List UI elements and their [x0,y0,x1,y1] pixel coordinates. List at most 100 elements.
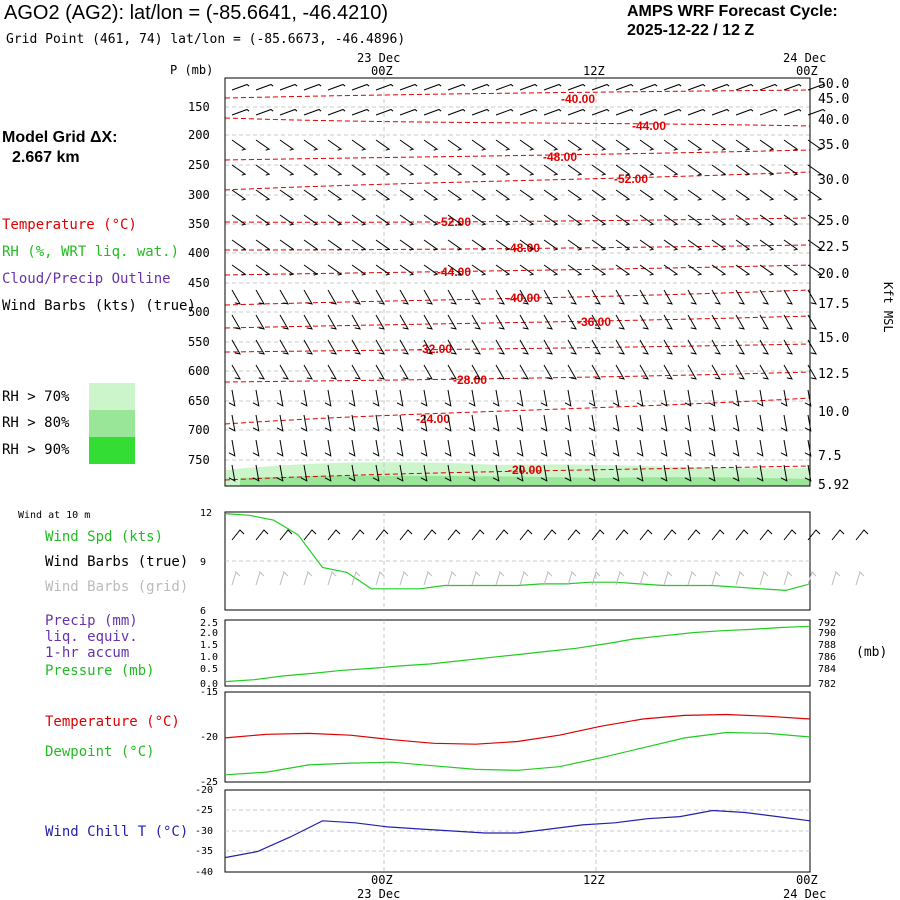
wind-barb [324,439,332,457]
wind-barb [684,464,692,482]
wind-barb [447,214,463,226]
wind-barb [516,414,524,432]
legend-wind-barbs: Wind Barbs (kts) (true) [2,298,196,314]
wind-barb [327,108,346,116]
wind-barb [303,108,322,116]
wind-barb [399,571,409,586]
wind-barb [684,414,692,432]
wind-barb [687,339,697,355]
wind-barb [687,239,703,251]
wind-barb [564,464,572,482]
wind-barb [444,389,452,407]
wind-barb [375,289,385,305]
top-time-tick: 00Z [796,64,818,78]
wind-barb [471,139,487,151]
wind-barb [759,139,775,151]
wind-barb [228,439,236,457]
wind-barb [711,314,721,330]
wind-barb [348,389,356,407]
wind-barb [276,439,284,457]
wind-barb [279,364,289,380]
temperature-label: Temperature (°C) [45,714,180,730]
temperature-contour [224,89,811,99]
wind-barb [639,239,655,251]
wind-barb [423,364,433,380]
wind-barb [783,83,802,91]
wind-barb [300,389,308,407]
wind-barb [375,529,389,541]
wind-barb [303,264,319,276]
wind-barb [591,214,607,226]
wind-barb [567,264,583,276]
wind-barb [612,439,620,457]
wind-barb [447,189,463,201]
wind-barb [615,189,631,201]
wind-barb [804,389,812,407]
top-date-label: 24 Dec [783,51,826,65]
wind-barb [540,414,548,432]
precip-tick-label: 2.5 [200,618,218,629]
legend-cloud: Cloud/Precip Outline [2,271,171,287]
wind-barb [519,239,535,251]
wind-barb [399,529,413,541]
wind-barb [612,389,620,407]
wind-barb [351,529,365,541]
wind-barb [300,464,308,482]
windchill-tick-label: -30 [195,826,213,837]
wind-barb [444,439,452,457]
wind-barb [252,414,260,432]
wind-barb [759,289,769,305]
wind-barb [783,339,793,355]
bottom-time-tick: 00Z [371,873,393,887]
wind-barb [375,571,385,586]
wind-barb [303,83,322,91]
wind-barb [564,414,572,432]
wind-barb [231,571,241,586]
wind-barb [663,214,679,226]
wind-barb [372,389,380,407]
windchill-tick-label: -20 [195,785,213,796]
wind-barb [567,239,583,251]
wind-barb [807,83,826,91]
wind-barb [420,389,428,407]
wind-barb [663,264,679,276]
wind-tick-label: 9 [200,557,206,568]
windchill-line [224,809,811,859]
wind-barb [756,389,764,407]
wind-barb [324,464,332,482]
pressure-tick-label: 600 [188,364,210,378]
wind-barb [519,139,535,151]
wind-barb [375,108,394,116]
wind-barb [756,464,764,482]
top-time-tick: 12Z [583,64,605,78]
wind-barb [471,339,481,355]
temperature-contour-label: -48.00 [506,241,540,255]
pressure-tick-label: 650 [188,394,210,408]
wind-barb [327,289,337,305]
wind-barb [711,108,730,116]
wind-barb [327,529,341,541]
wind-barb [807,529,821,541]
wind-barb [348,439,356,457]
wind-barb [711,529,725,541]
wind-barb [447,139,463,151]
wind-barb [372,464,380,482]
wind-barb [543,529,557,541]
wind-barb [492,389,500,407]
pressure-tick-label: 786 [818,652,836,663]
wind-barb [327,239,343,251]
wind-barb [735,83,754,91]
wind-barb [756,414,764,432]
wind-barb [636,389,644,407]
wind-barb [639,364,649,380]
wind-barb [567,339,577,355]
grid-point-subtitle: Grid Point (461, 74) lat/lon = (-85.6673… [6,32,406,47]
wind-barb [783,364,793,380]
wind-barb [303,139,319,151]
wind-barb [540,464,548,482]
wind-barb [615,239,631,251]
wind-barb [687,314,697,330]
wind-barb [327,264,343,276]
wind-barb [639,264,655,276]
rh80-area [240,475,810,486]
